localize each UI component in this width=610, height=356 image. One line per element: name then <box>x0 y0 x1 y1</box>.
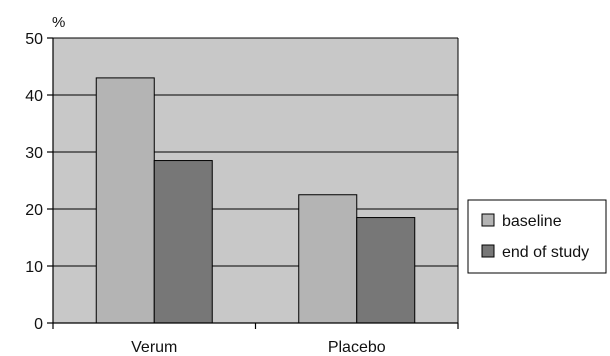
y-tick-label: 30 <box>25 145 43 162</box>
y-tick-label: 10 <box>25 259 43 276</box>
legend-box <box>467 199 607 274</box>
x-category-label: Verum <box>131 339 177 356</box>
y-tick-label: 40 <box>25 88 43 105</box>
legend-swatch <box>481 244 495 258</box>
bars <box>95 77 416 324</box>
legend-label: baseline <box>502 213 562 230</box>
legend-swatch <box>481 213 495 227</box>
legend: baseline end of study <box>467 199 607 274</box>
bar-placebo-end-of-study <box>356 217 416 324</box>
y-tick-label: 50 <box>25 31 43 48</box>
y-unit-label: % <box>52 14 65 31</box>
bar-verum-end-of-study <box>153 160 213 324</box>
bar-placebo-baseline <box>298 194 358 324</box>
y-tick-label: 0 <box>34 316 43 333</box>
legend-label: end of study <box>502 244 589 261</box>
y-tick-label: 20 <box>25 202 43 219</box>
axes: 0 10 20 30 40 50 Verum Placebo <box>25 31 459 356</box>
bar-verum-baseline <box>95 77 155 324</box>
x-category-label: Placebo <box>328 339 386 356</box>
